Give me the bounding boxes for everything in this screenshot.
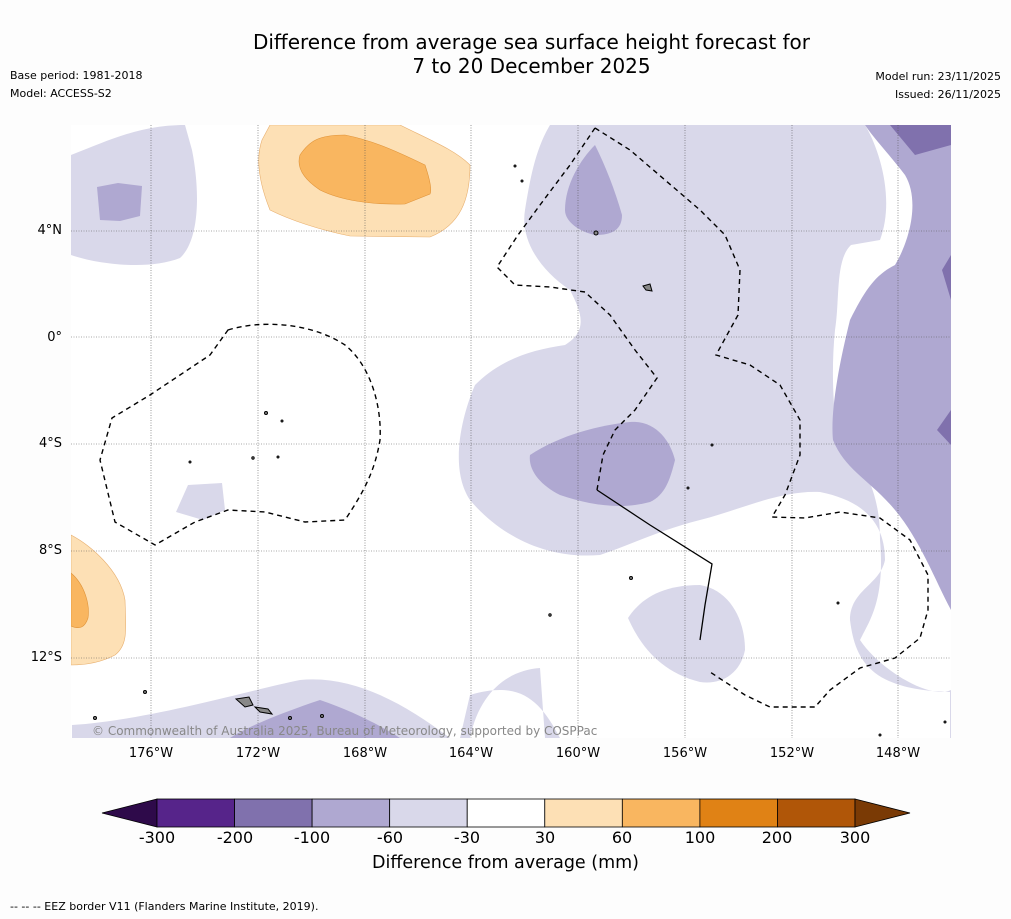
meta-left: Base period: 1981-2018 Model: ACCESS-S2 <box>10 67 142 103</box>
colorbar-cell <box>156 798 235 828</box>
colorbar-tick: 300 <box>839 828 871 847</box>
lat-label-4s: 4°S <box>38 436 62 451</box>
anomaly-dark-purple <box>890 125 951 445</box>
colorbar-cell <box>311 798 391 828</box>
copyright: © Commonwealth of Australia 2025, Bureau… <box>92 724 598 738</box>
colorbar-cell <box>544 798 623 828</box>
gridlines <box>71 125 951 738</box>
colorbar-extend-low <box>101 798 158 828</box>
map-title: Difference from average sea surface heig… <box>0 30 1011 78</box>
lat-label-12s: 12°S <box>30 650 62 665</box>
footnote-eez: -- -- -- EEZ border V11 (Flanders Marine… <box>10 900 319 913</box>
base-period: Base period: 1981-2018 <box>10 69 143 82</box>
colorbar <box>101 798 911 828</box>
colorbar-tick: -100 <box>293 828 331 847</box>
title-line-1: Difference from average sea surface heig… <box>252 30 811 54</box>
colorbar-tick: 60 <box>611 828 633 847</box>
lat-label-4n: 4°N <box>37 223 63 238</box>
colorbar-extend-high <box>854 798 911 828</box>
anomaly-medium-purple <box>97 125 951 738</box>
lat-label-0: 0° <box>47 330 62 345</box>
lon-label-156w: 156°W <box>662 746 708 761</box>
lon-label-152w: 152°W <box>769 746 815 761</box>
lon-label-164w: 164°W <box>448 746 494 761</box>
colorbar-cell <box>699 798 778 828</box>
colorbar-cells <box>156 798 856 828</box>
lat-label-8s: 8°S <box>38 543 62 558</box>
anomaly-medium-orange <box>71 134 432 629</box>
map-area <box>71 125 951 738</box>
lon-label-172w: 172°W <box>235 746 281 761</box>
colorbar-cell <box>389 798 468 828</box>
colorbar-cell <box>466 798 546 828</box>
eez-borders <box>99 127 929 708</box>
colorbar-cell <box>777 798 856 828</box>
lon-label-160w: 160°W <box>555 746 601 761</box>
eez-solid-border <box>596 489 713 641</box>
colorbar-tick: 100 <box>684 828 716 847</box>
model-name: Model: ACCESS-S2 <box>10 87 112 100</box>
colorbar-tick: 200 <box>761 828 793 847</box>
colorbar-tick: -30 <box>453 828 481 847</box>
colorbar-tick: -300 <box>138 828 176 847</box>
colorbar-tick: -60 <box>376 828 404 847</box>
colorbar-cell <box>621 798 701 828</box>
model-run: Model run: 23/11/2025 <box>875 70 1001 83</box>
colorbar-cell <box>234 798 313 828</box>
meta-right: Model run: 23/11/2025 Issued: 26/11/2025 <box>875 68 1001 104</box>
colorbar-tick: 30 <box>534 828 556 847</box>
islands <box>93 164 947 737</box>
title-line-2: 7 to 20 December 2025 <box>412 54 651 78</box>
colorbar-tick: -200 <box>216 828 254 847</box>
issued-date: Issued: 26/11/2025 <box>894 88 1001 101</box>
lon-label-148w: 148°W <box>875 746 921 761</box>
lon-label-168w: 168°W <box>342 746 388 761</box>
lon-label-176w: 176°W <box>128 746 174 761</box>
colorbar-title: Difference from average (mm) <box>371 853 640 873</box>
